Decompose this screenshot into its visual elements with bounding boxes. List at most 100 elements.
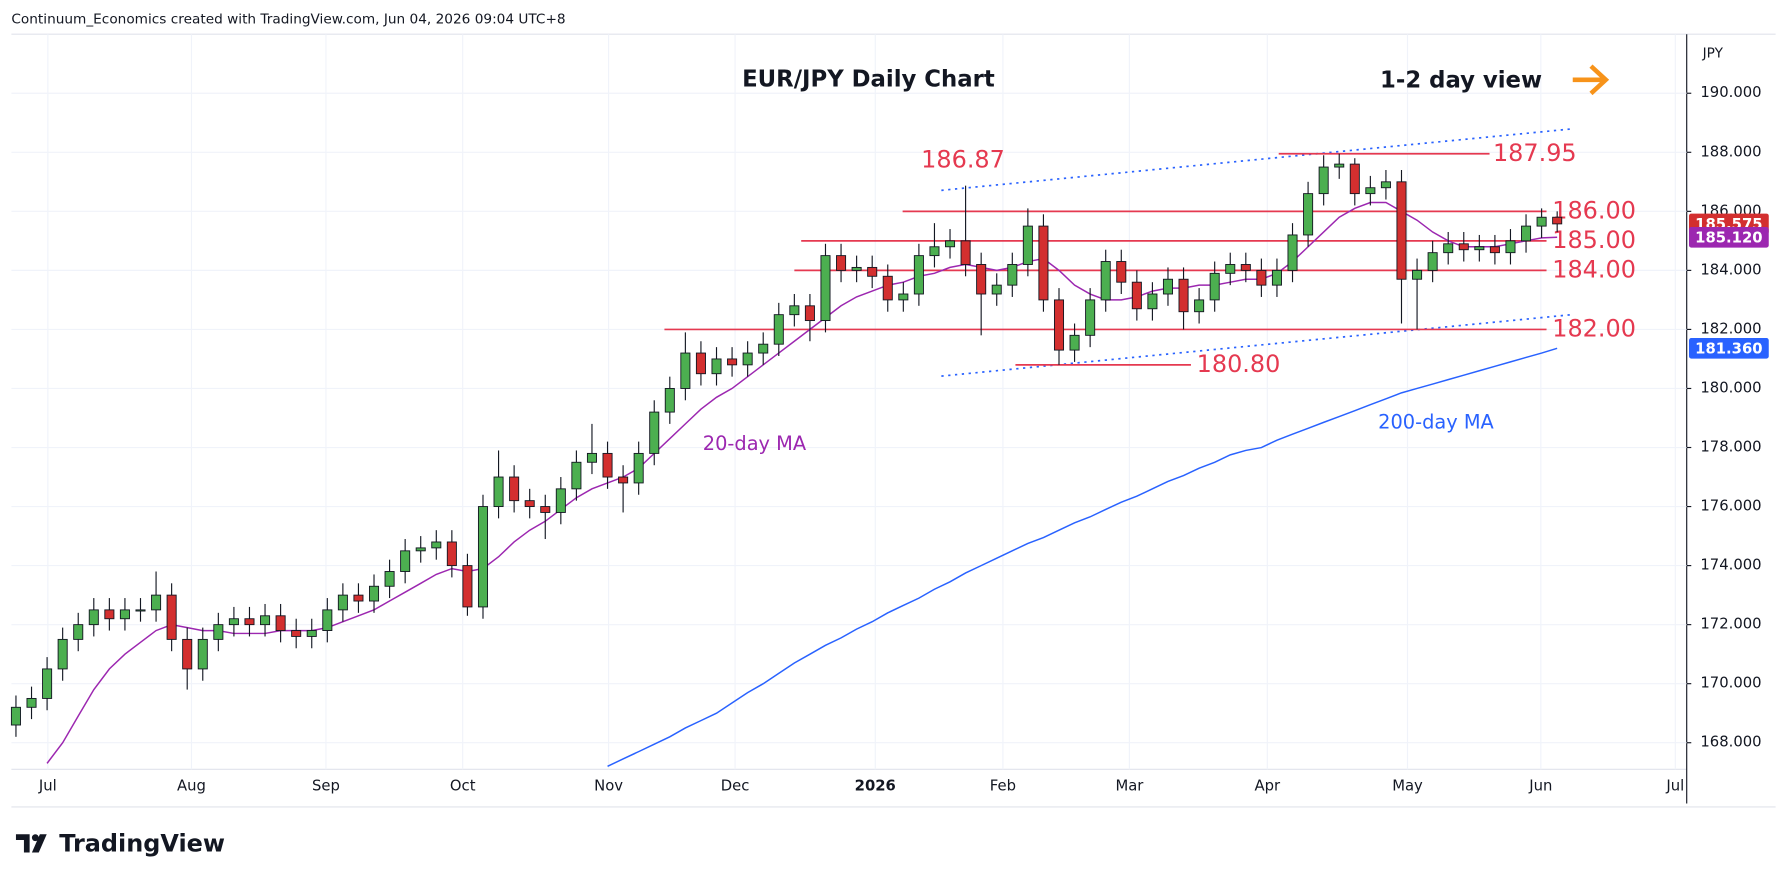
candle-body xyxy=(369,585,380,602)
candle-body xyxy=(135,609,146,612)
candle-body xyxy=(10,706,21,726)
candle-body xyxy=(477,506,489,608)
y-tick-label: 180.000 xyxy=(1700,379,1761,396)
candle-body xyxy=(1209,272,1220,301)
candle-body xyxy=(1427,252,1438,271)
candle-body xyxy=(664,388,675,413)
level-label: 182.00 xyxy=(1552,314,1636,342)
candle-body xyxy=(555,488,566,513)
candle-body xyxy=(1069,334,1080,351)
candle-body xyxy=(929,246,940,257)
x-tick-label: Mar xyxy=(1115,777,1144,794)
candle-body xyxy=(1131,281,1142,310)
candle-body xyxy=(1085,299,1096,336)
candle-body xyxy=(1194,299,1205,313)
channel-top xyxy=(941,127,1573,192)
candle-body xyxy=(711,358,722,375)
candle-body xyxy=(851,266,862,271)
x-tick-label: May xyxy=(1392,777,1423,794)
candle-body xyxy=(166,594,177,640)
currency-label: JPY xyxy=(1702,46,1724,62)
moving-average-line xyxy=(607,347,1558,767)
candle-body xyxy=(213,624,224,640)
candle-body xyxy=(88,609,99,626)
logo xyxy=(15,834,47,853)
candle-body xyxy=(1303,193,1314,236)
y-tick-label: 188.000 xyxy=(1700,143,1761,160)
candle-body xyxy=(1007,264,1018,286)
candle-body xyxy=(867,266,878,277)
candle-body xyxy=(1365,187,1376,195)
logo-text: TradingView xyxy=(59,830,225,858)
candle-body xyxy=(228,618,239,626)
candle-body xyxy=(991,284,1002,295)
candle-body xyxy=(244,618,255,626)
level-label: 187.95 xyxy=(1493,139,1577,167)
candle-body xyxy=(1162,278,1173,295)
candle-body xyxy=(540,506,551,513)
candle-body xyxy=(1038,225,1049,301)
candle-body xyxy=(57,638,68,670)
candle-body xyxy=(1396,181,1407,280)
candle-body xyxy=(1443,243,1454,254)
candle-body xyxy=(695,352,706,375)
level-label: 186.00 xyxy=(1552,196,1636,224)
y-tick-label: 184.000 xyxy=(1700,261,1761,278)
candle-body xyxy=(353,594,364,602)
candle-body xyxy=(649,411,660,454)
x-tick-label: Feb xyxy=(990,777,1016,794)
candle-body xyxy=(1505,240,1516,254)
y-tick-label: 168.000 xyxy=(1700,734,1761,751)
level-label: 186.87 xyxy=(921,146,1005,174)
candle-body xyxy=(976,264,987,295)
x-tick-label: 2026 xyxy=(855,777,896,794)
x-tick-label: Apr xyxy=(1255,777,1282,794)
candle-body xyxy=(836,255,847,271)
candle-body xyxy=(602,452,613,478)
candle-body xyxy=(493,476,504,508)
candle-body xyxy=(633,452,644,484)
candle-body xyxy=(1536,216,1547,227)
candle-body xyxy=(1380,181,1391,189)
y-tick-label: 178.000 xyxy=(1700,439,1761,456)
price-tag-label: 181.360 xyxy=(1695,340,1762,357)
candle-body xyxy=(151,594,162,611)
x-tick-label: Dec xyxy=(721,777,750,794)
candle-body xyxy=(509,476,520,502)
candle-body xyxy=(462,565,473,608)
y-tick-label: 182.000 xyxy=(1700,320,1761,337)
candle-body xyxy=(291,630,302,637)
candle-body xyxy=(1053,299,1065,351)
candle-body xyxy=(1116,261,1127,283)
candle-body xyxy=(524,500,535,508)
x-tick-label: Sep xyxy=(312,777,340,794)
candle-body xyxy=(431,541,442,549)
x-tick-label: Jul xyxy=(1665,777,1684,794)
arrow-icon xyxy=(1572,64,1610,96)
candle-body xyxy=(1489,246,1500,254)
candle-body xyxy=(1412,269,1423,280)
x-tick-label: Jun xyxy=(1528,777,1552,794)
y-tick-label: 174.000 xyxy=(1700,557,1761,574)
candle-body xyxy=(727,358,738,366)
candle-body xyxy=(1552,216,1563,225)
candle-body xyxy=(119,609,130,620)
candle-body xyxy=(1225,264,1236,274)
candle-body xyxy=(1318,166,1329,195)
candle-body xyxy=(1334,163,1345,168)
x-tick-label: Aug xyxy=(177,777,206,794)
candle-body xyxy=(913,255,924,295)
candle-body xyxy=(820,255,831,322)
candle-body xyxy=(73,624,84,640)
candle-body xyxy=(1256,269,1267,286)
candle-body xyxy=(337,594,348,611)
y-tick-label: 170.000 xyxy=(1700,675,1761,692)
candle-body xyxy=(260,615,271,626)
candle-body xyxy=(1474,246,1485,251)
candle-body xyxy=(1349,163,1360,195)
candle-body xyxy=(1458,243,1469,251)
candle-body xyxy=(789,305,800,316)
